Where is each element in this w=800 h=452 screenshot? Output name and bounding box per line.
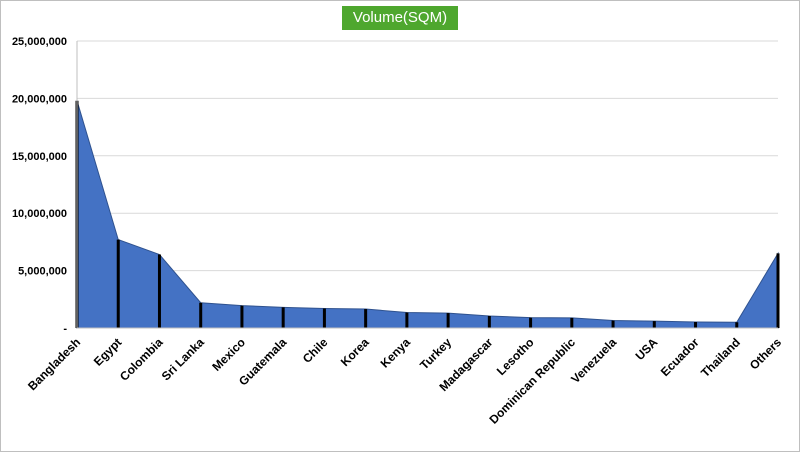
y-tick-label: 10,000,000 (12, 208, 67, 220)
y-axis: - 5,000,000 10,000,000 15,000,000 20,000,000… (12, 36, 67, 335)
y-tick-label: 15,000,000 (12, 151, 67, 163)
area-fill (76, 100, 779, 329)
x-tick-label: Venezuela (568, 335, 619, 386)
x-tick-label: Chile (300, 335, 331, 366)
x-tick-label: Mexico (209, 335, 248, 374)
gridlines (77, 40, 778, 272)
x-tick-label: Egypt (91, 335, 124, 368)
chart-title: Volume(SQM) (342, 6, 458, 30)
x-tick-label: Bangladesh (25, 335, 83, 393)
y-tick-label: - (63, 323, 67, 335)
y-tick-label: 25,000,000 (12, 36, 67, 48)
x-tick-label: Ecuador (658, 335, 702, 379)
y-tick-label: 5,000,000 (18, 266, 67, 278)
x-tick-label: Thailand (698, 335, 743, 380)
x-tick-label: Turkey (417, 335, 454, 372)
area-series (76, 100, 779, 329)
x-tick-label: USA (633, 335, 661, 363)
x-tick-label: Others (747, 335, 784, 372)
x-tick-label: Colombia (117, 335, 166, 384)
x-tick-label: Korea (338, 335, 372, 369)
x-tick-label: Kenya (378, 335, 414, 371)
x-tick-label: Sri Lanka (159, 335, 207, 383)
y-tick-label: 20,000,000 (12, 93, 67, 105)
